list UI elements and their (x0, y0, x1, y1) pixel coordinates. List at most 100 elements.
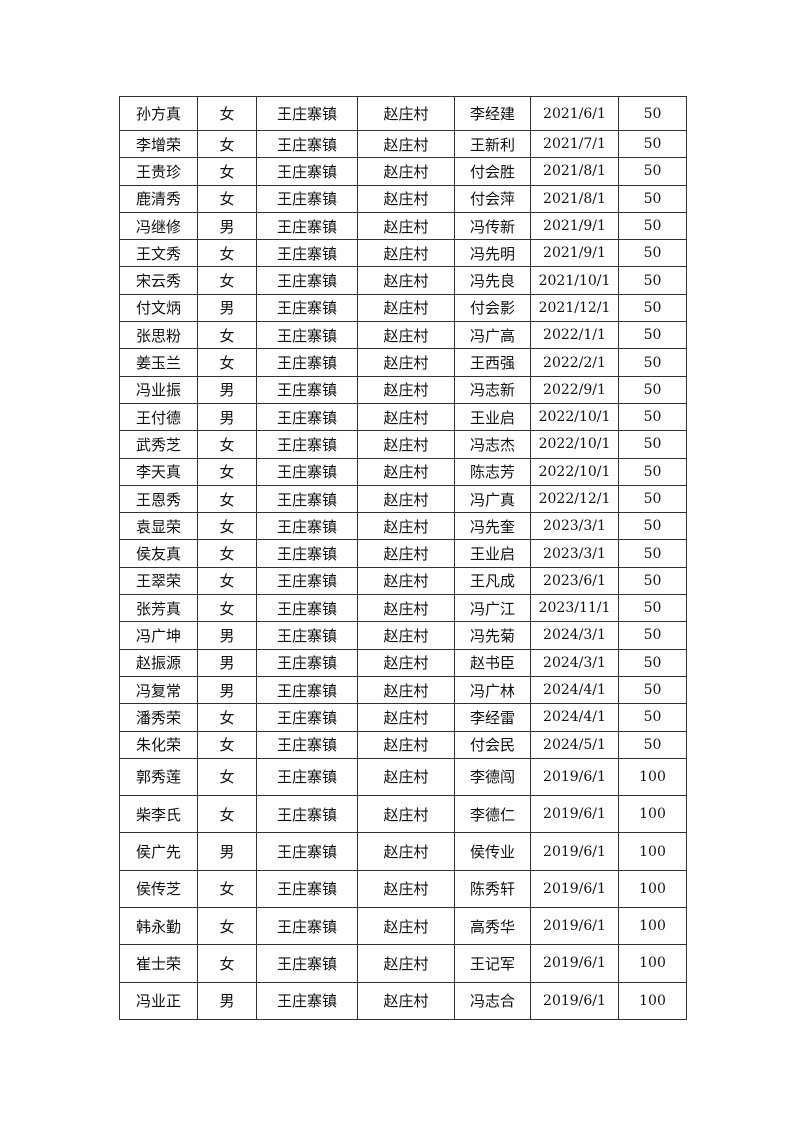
cell-name: 张芳真 (119, 594, 198, 623)
cell-name: 姜玉兰 (119, 348, 198, 377)
cell-amt: 50 (618, 375, 687, 404)
cell-town: 王庄寨镇 (256, 484, 358, 514)
cell-village: 赵庄村 (357, 321, 455, 350)
cell-date: 2022/10/1 (530, 402, 619, 432)
table-row: 姜玉兰女王庄寨镇 赵庄村 王西强 2022/2/1 50 (119, 348, 687, 377)
cell-agent: 王记军 (454, 944, 531, 983)
cell-date: 2021/6/1 (530, 96, 619, 131)
cell-town: 王庄寨镇 (256, 402, 358, 432)
cell-gender: 男 (197, 648, 257, 677)
cell-name: 王恩秀 (119, 484, 198, 514)
cell-agent: 冯广高 (454, 321, 531, 350)
cell-town: 王庄寨镇 (256, 869, 358, 909)
cell-date: 2019/6/1 (530, 981, 619, 1020)
cell-amt: 50 (618, 566, 687, 596)
cell-name: 冯业正 (119, 981, 198, 1020)
cell-agent: 付会萍 (454, 184, 531, 213)
cell-agent: 冯广真 (454, 484, 531, 514)
table-row: 王文秀女王庄寨镇 赵庄村 冯先明 2021/9/1 50 (119, 239, 687, 268)
cell-amt: 100 (618, 832, 687, 871)
cell-town: 王庄寨镇 (256, 157, 358, 186)
cell-village: 赵庄村 (357, 430, 455, 459)
cell-agent: 王西强 (454, 348, 531, 377)
cell-amt: 50 (618, 266, 687, 295)
cell-name: 武秀芝 (119, 430, 198, 459)
table-row: 孙方真女王庄寨镇 赵庄村 李经建 2021/6/1 50 (119, 96, 687, 131)
cell-name: 赵振源 (119, 648, 198, 677)
cell-date: 2019/6/1 (530, 869, 619, 909)
cell-amt: 50 (618, 457, 687, 486)
cell-village: 赵庄村 (357, 239, 455, 268)
cell-date: 2023/6/1 (530, 566, 619, 596)
cell-village: 赵庄村 (357, 907, 455, 946)
cell-name: 冯继修 (119, 211, 198, 241)
cell-name: 宋云秀 (119, 266, 198, 295)
cell-agent: 王新利 (454, 129, 531, 159)
cell-gender: 女 (197, 129, 257, 159)
cell-village: 赵庄村 (357, 157, 455, 186)
cell-agent: 冯广林 (454, 675, 531, 705)
cell-agent: 冯先菊 (454, 621, 531, 650)
cell-gender: 女 (197, 239, 257, 268)
table-row: 冯广坤男王庄寨镇 赵庄村 冯先菊 2024/3/1 50 (119, 621, 687, 650)
cell-agent: 王业启 (454, 402, 531, 432)
table-row: 宋云秀女王庄寨镇 赵庄村 冯先良 2021/10/1 50 (119, 266, 687, 295)
cell-date: 2023/11/1 (530, 594, 619, 623)
cell-amt: 50 (618, 703, 687, 732)
cell-amt: 50 (618, 484, 687, 514)
cell-name: 鹿清秀 (119, 184, 198, 213)
cell-name: 王文秀 (119, 239, 198, 268)
cell-name: 王贵珍 (119, 157, 198, 186)
cell-gender: 女 (197, 457, 257, 486)
cell-village: 赵庄村 (357, 675, 455, 705)
cell-agent: 冯志杰 (454, 430, 531, 459)
table-row: 王恩秀女王庄寨镇 赵庄村 冯广真 2022/12/1 50 (119, 484, 687, 514)
cell-gender: 女 (197, 944, 257, 983)
cell-gender: 女 (197, 730, 257, 759)
cell-town: 王庄寨镇 (256, 539, 358, 568)
cell-date: 2024/3/1 (530, 621, 619, 650)
cell-gender: 男 (197, 981, 257, 1020)
cell-date: 2022/2/1 (530, 348, 619, 377)
cell-town: 王庄寨镇 (256, 321, 358, 350)
cell-town: 王庄寨镇 (256, 566, 358, 596)
table-row: 赵振源男王庄寨镇 赵庄村 赵书臣 2024/3/1 50 (119, 648, 687, 677)
cell-town: 王庄寨镇 (256, 703, 358, 732)
cell-town: 王庄寨镇 (256, 96, 358, 131)
cell-town: 王庄寨镇 (256, 266, 358, 295)
cell-town: 王庄寨镇 (256, 457, 358, 486)
cell-amt: 50 (618, 675, 687, 705)
cell-gender: 女 (197, 430, 257, 459)
cell-village: 赵庄村 (357, 981, 455, 1020)
cell-town: 王庄寨镇 (256, 757, 358, 797)
cell-date: 2021/9/1 (530, 239, 619, 268)
cell-name: 侯广先 (119, 832, 198, 871)
cell-name: 付文炳 (119, 293, 198, 323)
cell-town: 王庄寨镇 (256, 795, 358, 834)
cell-village: 赵庄村 (357, 512, 455, 541)
cell-village: 赵庄村 (357, 944, 455, 983)
cell-name: 冯复常 (119, 675, 198, 705)
cell-village: 赵庄村 (357, 621, 455, 650)
cell-amt: 50 (618, 402, 687, 432)
cell-agent: 李经雷 (454, 703, 531, 732)
cell-gender: 女 (197, 348, 257, 377)
cell-gender: 男 (197, 402, 257, 432)
cell-town: 王庄寨镇 (256, 375, 358, 404)
cell-town: 王庄寨镇 (256, 832, 358, 871)
cell-gender: 女 (197, 795, 257, 834)
cell-village: 赵庄村 (357, 484, 455, 514)
cell-amt: 50 (618, 211, 687, 241)
cell-gender: 女 (197, 907, 257, 946)
cell-date: 2023/3/1 (530, 539, 619, 568)
cell-agent: 冯广江 (454, 594, 531, 623)
cell-gender: 女 (197, 594, 257, 623)
cell-town: 王庄寨镇 (256, 907, 358, 946)
table-row: 付文炳男王庄寨镇 赵庄村 付会影 2021/12/1 50 (119, 293, 687, 323)
cell-name: 王付德 (119, 402, 198, 432)
cell-gender: 女 (197, 484, 257, 514)
cell-agent: 陈秀轩 (454, 869, 531, 909)
cell-agent: 王业启 (454, 539, 531, 568)
table-row: 张思粉女王庄寨镇 赵庄村 冯广高 2022/1/1 50 (119, 321, 687, 350)
table-row: 侯友真女王庄寨镇 赵庄村 王业启 2023/3/1 50 (119, 539, 687, 568)
